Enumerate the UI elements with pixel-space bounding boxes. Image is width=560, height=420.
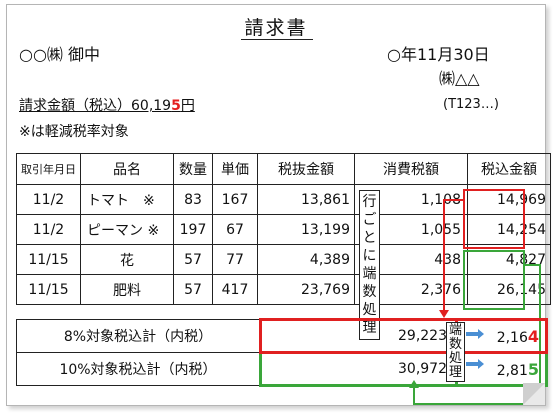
cell-net: 13,199 <box>257 214 355 245</box>
reduced-rate-note: ※は軽減税率対象 <box>19 124 129 140</box>
header-price: 単価 <box>212 153 258 185</box>
cell-tax-value: 1,055 <box>420 221 461 238</box>
cell-date: 11/2 <box>16 214 81 245</box>
recipient: ○○㈱ 御中 <box>19 45 101 64</box>
summary-10-tax-value: 2,81 <box>496 362 528 379</box>
cell-gross: 26,145 <box>467 274 551 305</box>
cell-price: 67 <box>212 214 258 245</box>
cell-date: 11/15 <box>16 274 81 305</box>
summary-10-label: 10%対象税込計（内税） <box>16 352 261 386</box>
summary-10-tax-highlight: 5 <box>527 359 539 379</box>
note-char: 端 <box>448 323 462 338</box>
billing-amount: 請求金額（税込）60,195円 <box>19 95 195 115</box>
summary-10-total: 30,972 <box>259 351 458 387</box>
registration-number: (T123…) <box>443 97 499 112</box>
summary-10-arrow-icon <box>466 359 484 369</box>
note-char: 理 <box>448 365 462 380</box>
note-char: と <box>362 230 377 246</box>
cell-net: 13,861 <box>257 184 355 215</box>
cell-item: 肥料 <box>80 274 174 305</box>
note-char: 処 <box>362 302 377 318</box>
summary-8-label: 8%対象税込計（内税） <box>16 319 261 353</box>
note-char: 処 <box>448 351 462 366</box>
cell-tax-value: 2,376 <box>420 281 461 298</box>
issuer: ㈱△△ <box>439 69 480 88</box>
red-highlight-box <box>463 189 525 249</box>
red-arrowhead <box>439 310 449 318</box>
header-tax: 消費税額 <box>354 153 468 185</box>
title-underline <box>241 39 313 40</box>
header-net: 税抜金額 <box>257 153 355 185</box>
billing-amount-highlight: 5 <box>171 98 181 114</box>
header-date: 取引年月日 <box>16 153 81 185</box>
cell-item: トマト ※ <box>80 184 174 215</box>
invoice-date: ○年11月30日 <box>387 45 490 64</box>
cell-qty: 83 <box>173 184 213 215</box>
cell-net: 23,769 <box>257 274 355 305</box>
billing-amount-suffix: 円 <box>180 98 195 114</box>
note-char: 数 <box>448 337 462 352</box>
header-gross: 税込金額 <box>467 153 551 185</box>
header-qty: 数量 <box>173 153 213 185</box>
summary-row-8: 8%対象税込計（内税） 29,223 2,164 <box>16 318 548 354</box>
header-item: 品名 <box>80 153 174 185</box>
cell-price: 167 <box>212 184 258 215</box>
note-char: 行 <box>362 194 377 210</box>
red-connector <box>443 199 463 312</box>
invoice-title: 請求書 <box>244 17 308 39</box>
cell-net: 4,389 <box>257 244 355 275</box>
billing-amount-label: 請求金額（税込）60,19 <box>19 98 172 114</box>
summary-rounding-note: 端 数 処 理 <box>446 322 465 382</box>
summary-8-arrow-icon <box>466 329 484 339</box>
cell-tax-value: 1,108 <box>420 191 461 208</box>
summary-table: 8%対象税込計（内税） 29,223 2,164 10%対象税込計（内税） 30… <box>16 318 548 387</box>
summary-8-total: 29,223 <box>259 318 458 354</box>
cell-price: 417 <box>212 274 258 305</box>
note-char: ご <box>362 212 377 228</box>
cell-qty: 57 <box>173 274 213 305</box>
cell-tax-value: 438 <box>434 251 461 268</box>
summary-10-tax: 2,815 <box>455 351 548 387</box>
table-header-row: 取引年月日 品名 数量 単価 税抜金額 消費税額 税込金額 <box>16 153 551 185</box>
note-char: 端 <box>362 266 377 282</box>
summary-row-10: 10%対象税込計（内税） 30,972 2,815 <box>16 351 548 387</box>
note-char: に <box>362 248 377 264</box>
note-char: 数 <box>362 284 377 300</box>
summary-8-tax-highlight: 4 <box>527 326 539 346</box>
green-highlight-box <box>463 250 525 310</box>
cell-date: 11/15 <box>16 244 81 275</box>
summary-8-tax-value: 2,16 <box>496 329 528 346</box>
